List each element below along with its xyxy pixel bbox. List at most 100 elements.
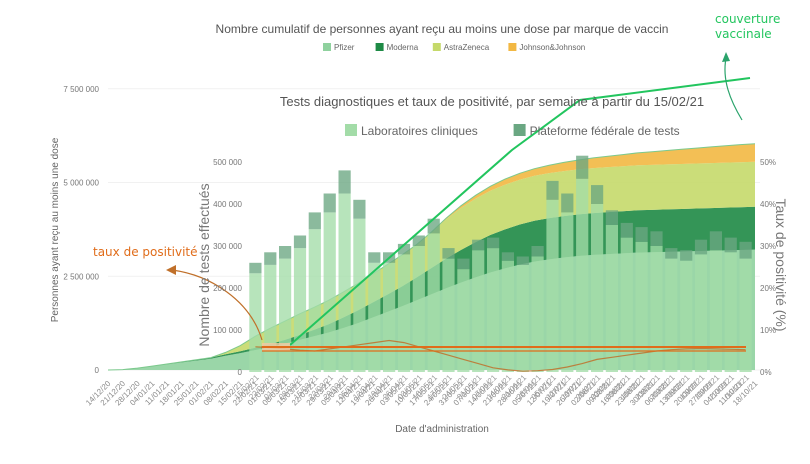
bar-laboratoires <box>724 252 737 372</box>
positivity-arrow <box>171 269 263 341</box>
tests-legend: Laboratoires cliniques Plateforme fédéral… <box>345 124 680 138</box>
bar-plateforme <box>516 256 529 265</box>
bar-plateforme <box>368 252 381 263</box>
tests-legend-swatch <box>513 124 526 136</box>
bar-plateforme <box>412 235 425 246</box>
bar-plateforme <box>249 262 262 274</box>
bar-laboratoires <box>457 269 470 372</box>
tests-y-tick-label: 400 000 <box>213 200 242 209</box>
bar-laboratoires <box>516 264 529 372</box>
bar-plateforme <box>264 252 277 265</box>
vaccine-legend-label: Johnson&Johnson <box>519 43 585 52</box>
coverage-line <box>289 77 751 346</box>
vaccine-y-tick-label: 5 000 000 <box>63 179 99 188</box>
bar-plateforme <box>531 246 544 257</box>
bar-plateforme <box>694 239 708 255</box>
tests-y-tick-label: 100 000 <box>213 326 242 335</box>
bar-plateforme <box>397 243 411 255</box>
positivity-y-tick-label: 50% <box>760 158 776 167</box>
bar-plateforme <box>279 246 292 259</box>
overlay-layer <box>166 52 751 372</box>
positivity-y-tick-label: 30% <box>760 242 776 251</box>
x-axis-label: Date d'administration <box>395 424 489 435</box>
bar-laboratoires <box>635 241 648 372</box>
bar-plateforme <box>620 222 633 238</box>
tests-y-tick-label: 500 000 <box>213 158 242 167</box>
bar-laboratoires <box>605 225 618 372</box>
vaccine-legend-swatch <box>432 43 441 51</box>
bar-laboratoires <box>472 250 485 372</box>
bar-plateforme <box>591 185 604 204</box>
bar-laboratoires <box>694 254 708 372</box>
positivity-y-tick-label: 0% <box>760 368 772 377</box>
coverage-arrow <box>724 57 743 121</box>
bar-laboratoires <box>368 262 381 372</box>
bar-plateforme <box>561 193 574 213</box>
bar-plateforme <box>724 237 737 253</box>
bar-laboratoires <box>620 237 633 372</box>
bar-laboratoires <box>739 258 752 372</box>
bar-laboratoires <box>383 262 396 372</box>
vaccine-legend-swatch <box>375 43 384 51</box>
bar-plateforme <box>353 199 366 219</box>
bar-plateforme <box>293 235 307 249</box>
bar-plateforme <box>442 248 455 259</box>
bar-plateforme <box>546 180 559 200</box>
bar-plateforme <box>501 252 514 261</box>
bar-laboratoires <box>353 218 366 372</box>
bar-plateforme <box>680 250 693 261</box>
positivity-y-tick-label: 10% <box>760 326 776 335</box>
tests-y-tick-label: 0 <box>238 368 243 377</box>
positivity-annotation: taux de positivité <box>93 245 198 259</box>
bar-plateforme <box>338 170 351 194</box>
tests-legend-swatch <box>345 124 357 136</box>
coverage-annotation-line1: couverture <box>715 12 781 26</box>
tests-legend-label: Plateforme fédérale de tests <box>530 124 680 138</box>
bar-laboratoires <box>264 264 277 372</box>
bar-plateforme <box>709 231 722 251</box>
bar-laboratoires <box>279 258 292 372</box>
bar-plateforme <box>650 231 663 246</box>
coverage-annotation: couverture vaccinale <box>715 12 780 42</box>
vaccine-y-tick-label: 2 500 000 <box>63 272 99 281</box>
bar-plateforme <box>487 237 500 249</box>
positivity-y-axis-label: Taux de positivité (%) <box>773 198 789 331</box>
bar-plateforme <box>472 239 485 251</box>
bar-plateforme <box>308 212 321 230</box>
vaccine-legend-swatch <box>508 43 517 51</box>
bar-laboratoires <box>501 260 514 372</box>
bar-laboratoires <box>442 258 455 372</box>
bar-laboratoires <box>412 246 425 372</box>
bar-laboratoires <box>546 199 559 372</box>
bar-plateforme <box>739 241 752 259</box>
tests-y-axis-label: Nombre de tests effectués <box>196 183 212 346</box>
bar-laboratoires <box>665 258 678 372</box>
bar-laboratoires <box>249 273 262 372</box>
vaccine-legend-label: Pfizer <box>334 43 355 52</box>
bar-laboratoires <box>487 248 500 372</box>
bar-laboratoires <box>397 254 411 372</box>
bar-laboratoires <box>338 193 351 372</box>
vaccine-legend-swatch <box>323 43 331 51</box>
tests-chart-title: Tests diagnostiques et taux de positivit… <box>280 94 704 109</box>
vaccine-y-tick-label: 0 <box>95 366 100 375</box>
bar-plateforme <box>323 193 336 213</box>
vaccine-legend: Pfizer Moderna AstraZeneca Johnson&Johnson <box>323 43 585 52</box>
bar-laboratoires <box>709 250 722 372</box>
bar-plateforme <box>665 248 678 259</box>
bar-laboratoires <box>308 229 321 372</box>
bar-laboratoires <box>427 233 440 372</box>
vaccine-legend-label: Moderna <box>387 43 419 52</box>
vaccine-legend-label: AstraZeneca <box>444 43 490 52</box>
tests-y-tick-label: 200 000 <box>213 284 242 293</box>
bar-laboratoires <box>531 256 544 372</box>
vaccine-chart-title: Nombre cumulatif de personnes ayant reçu… <box>216 22 669 36</box>
bar-plateforme <box>576 155 589 179</box>
tests-legend-label: Laboratoires cliniques <box>361 124 478 138</box>
bar-plateforme <box>635 227 648 242</box>
bar-plateforme <box>457 258 470 270</box>
bar-laboratoires <box>591 204 604 372</box>
coverage-arrowhead-icon <box>722 52 730 62</box>
positivity-arrowhead-icon <box>166 265 176 275</box>
